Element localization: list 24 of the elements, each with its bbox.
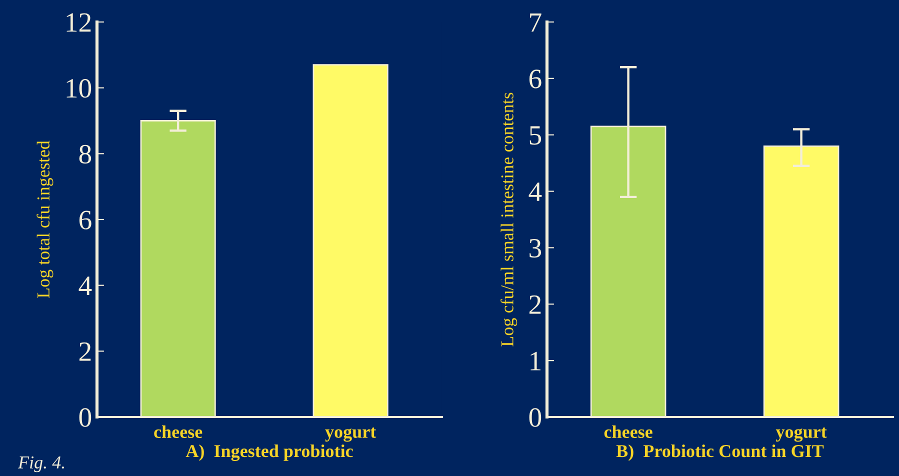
x-axis-title: B) Probiotic Count in GIT xyxy=(616,444,824,461)
y-tick-label: 2 xyxy=(79,342,91,361)
y-tick-label: 5 xyxy=(530,126,542,145)
x-tick-label: yogurt xyxy=(776,428,827,442)
y-axis-title: Log total cfu ingested xyxy=(36,140,54,298)
caption: Fig. 4. xyxy=(18,456,64,472)
y-tick-label: 4 xyxy=(78,276,92,295)
y-tick-label: 4 xyxy=(528,182,542,201)
y-tick-label: 1 xyxy=(530,352,540,370)
y-tick-label: 10 xyxy=(66,79,92,98)
y-tick-label: 8 xyxy=(79,144,92,164)
y-tick-label: 3 xyxy=(530,238,542,258)
y-tick-label: 2 xyxy=(529,295,541,314)
y-tick-label: 6 xyxy=(529,70,542,88)
y-tick-label: 7 xyxy=(530,13,542,32)
y-tick-label: 0 xyxy=(529,408,542,427)
y-tick-label: 12 xyxy=(66,13,91,32)
x-tick-label: cheese xyxy=(154,425,202,438)
y-tick-label: 6 xyxy=(79,210,92,230)
x-tick-label: yogurt xyxy=(325,428,376,442)
y-axis-title: Log cfu/ml small intestine contents xyxy=(500,92,518,346)
y-tick-label: 0 xyxy=(79,408,92,427)
x-tick-label: cheese xyxy=(604,425,652,438)
x-axis-title: A) Ingested probiotic xyxy=(186,444,353,461)
